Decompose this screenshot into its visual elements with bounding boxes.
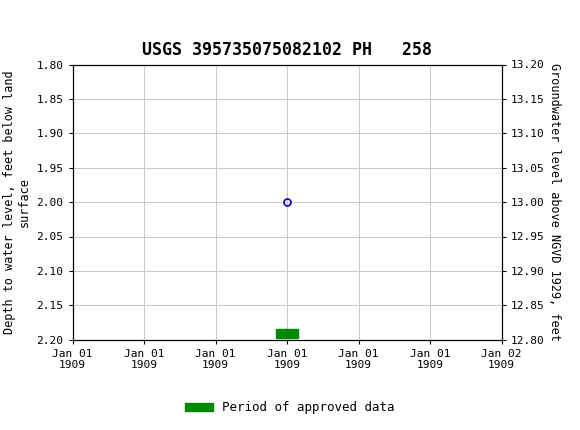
Y-axis label: Depth to water level, feet below land
surface: Depth to water level, feet below land su… <box>3 70 31 334</box>
Legend: Period of approved data: Period of approved data <box>180 396 400 419</box>
Y-axis label: Groundwater level above NGVD 1929, feet: Groundwater level above NGVD 1929, feet <box>548 63 561 341</box>
Text: ≡USGS: ≡USGS <box>9 9 63 27</box>
Bar <box>276 329 298 338</box>
Title: USGS 395735075082102 PH   258: USGS 395735075082102 PH 258 <box>142 41 432 59</box>
